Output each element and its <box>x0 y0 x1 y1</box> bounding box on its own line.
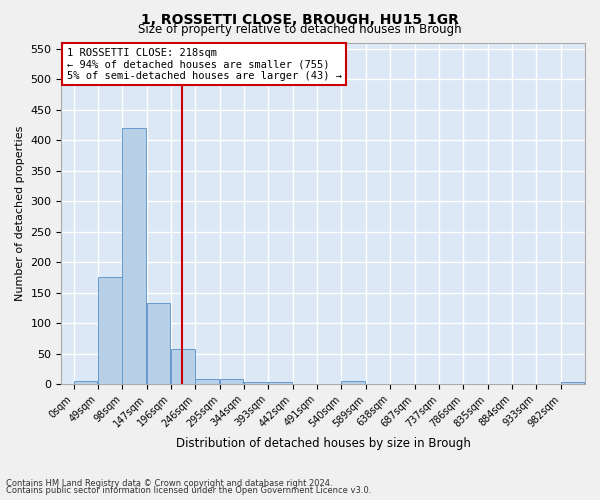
Bar <box>268 382 292 384</box>
Bar <box>244 382 268 384</box>
Bar <box>220 379 244 384</box>
Bar <box>74 381 97 384</box>
Text: 1, ROSSETTI CLOSE, BROUGH, HU15 1GR: 1, ROSSETTI CLOSE, BROUGH, HU15 1GR <box>141 12 459 26</box>
Bar <box>98 278 122 384</box>
Bar <box>146 303 170 384</box>
Bar <box>171 350 194 384</box>
Bar <box>341 381 365 384</box>
Text: 1 ROSSETTI CLOSE: 218sqm
← 94% of detached houses are smaller (755)
5% of semi-d: 1 ROSSETTI CLOSE: 218sqm ← 94% of detach… <box>67 48 341 81</box>
Bar <box>560 382 584 384</box>
X-axis label: Distribution of detached houses by size in Brough: Distribution of detached houses by size … <box>176 437 470 450</box>
Text: Contains HM Land Registry data © Crown copyright and database right 2024.: Contains HM Land Registry data © Crown c… <box>6 478 332 488</box>
Bar <box>122 128 146 384</box>
Y-axis label: Number of detached properties: Number of detached properties <box>15 126 25 301</box>
Text: Size of property relative to detached houses in Brough: Size of property relative to detached ho… <box>138 22 462 36</box>
Text: Contains public sector information licensed under the Open Government Licence v3: Contains public sector information licen… <box>6 486 371 495</box>
Bar <box>196 379 219 384</box>
